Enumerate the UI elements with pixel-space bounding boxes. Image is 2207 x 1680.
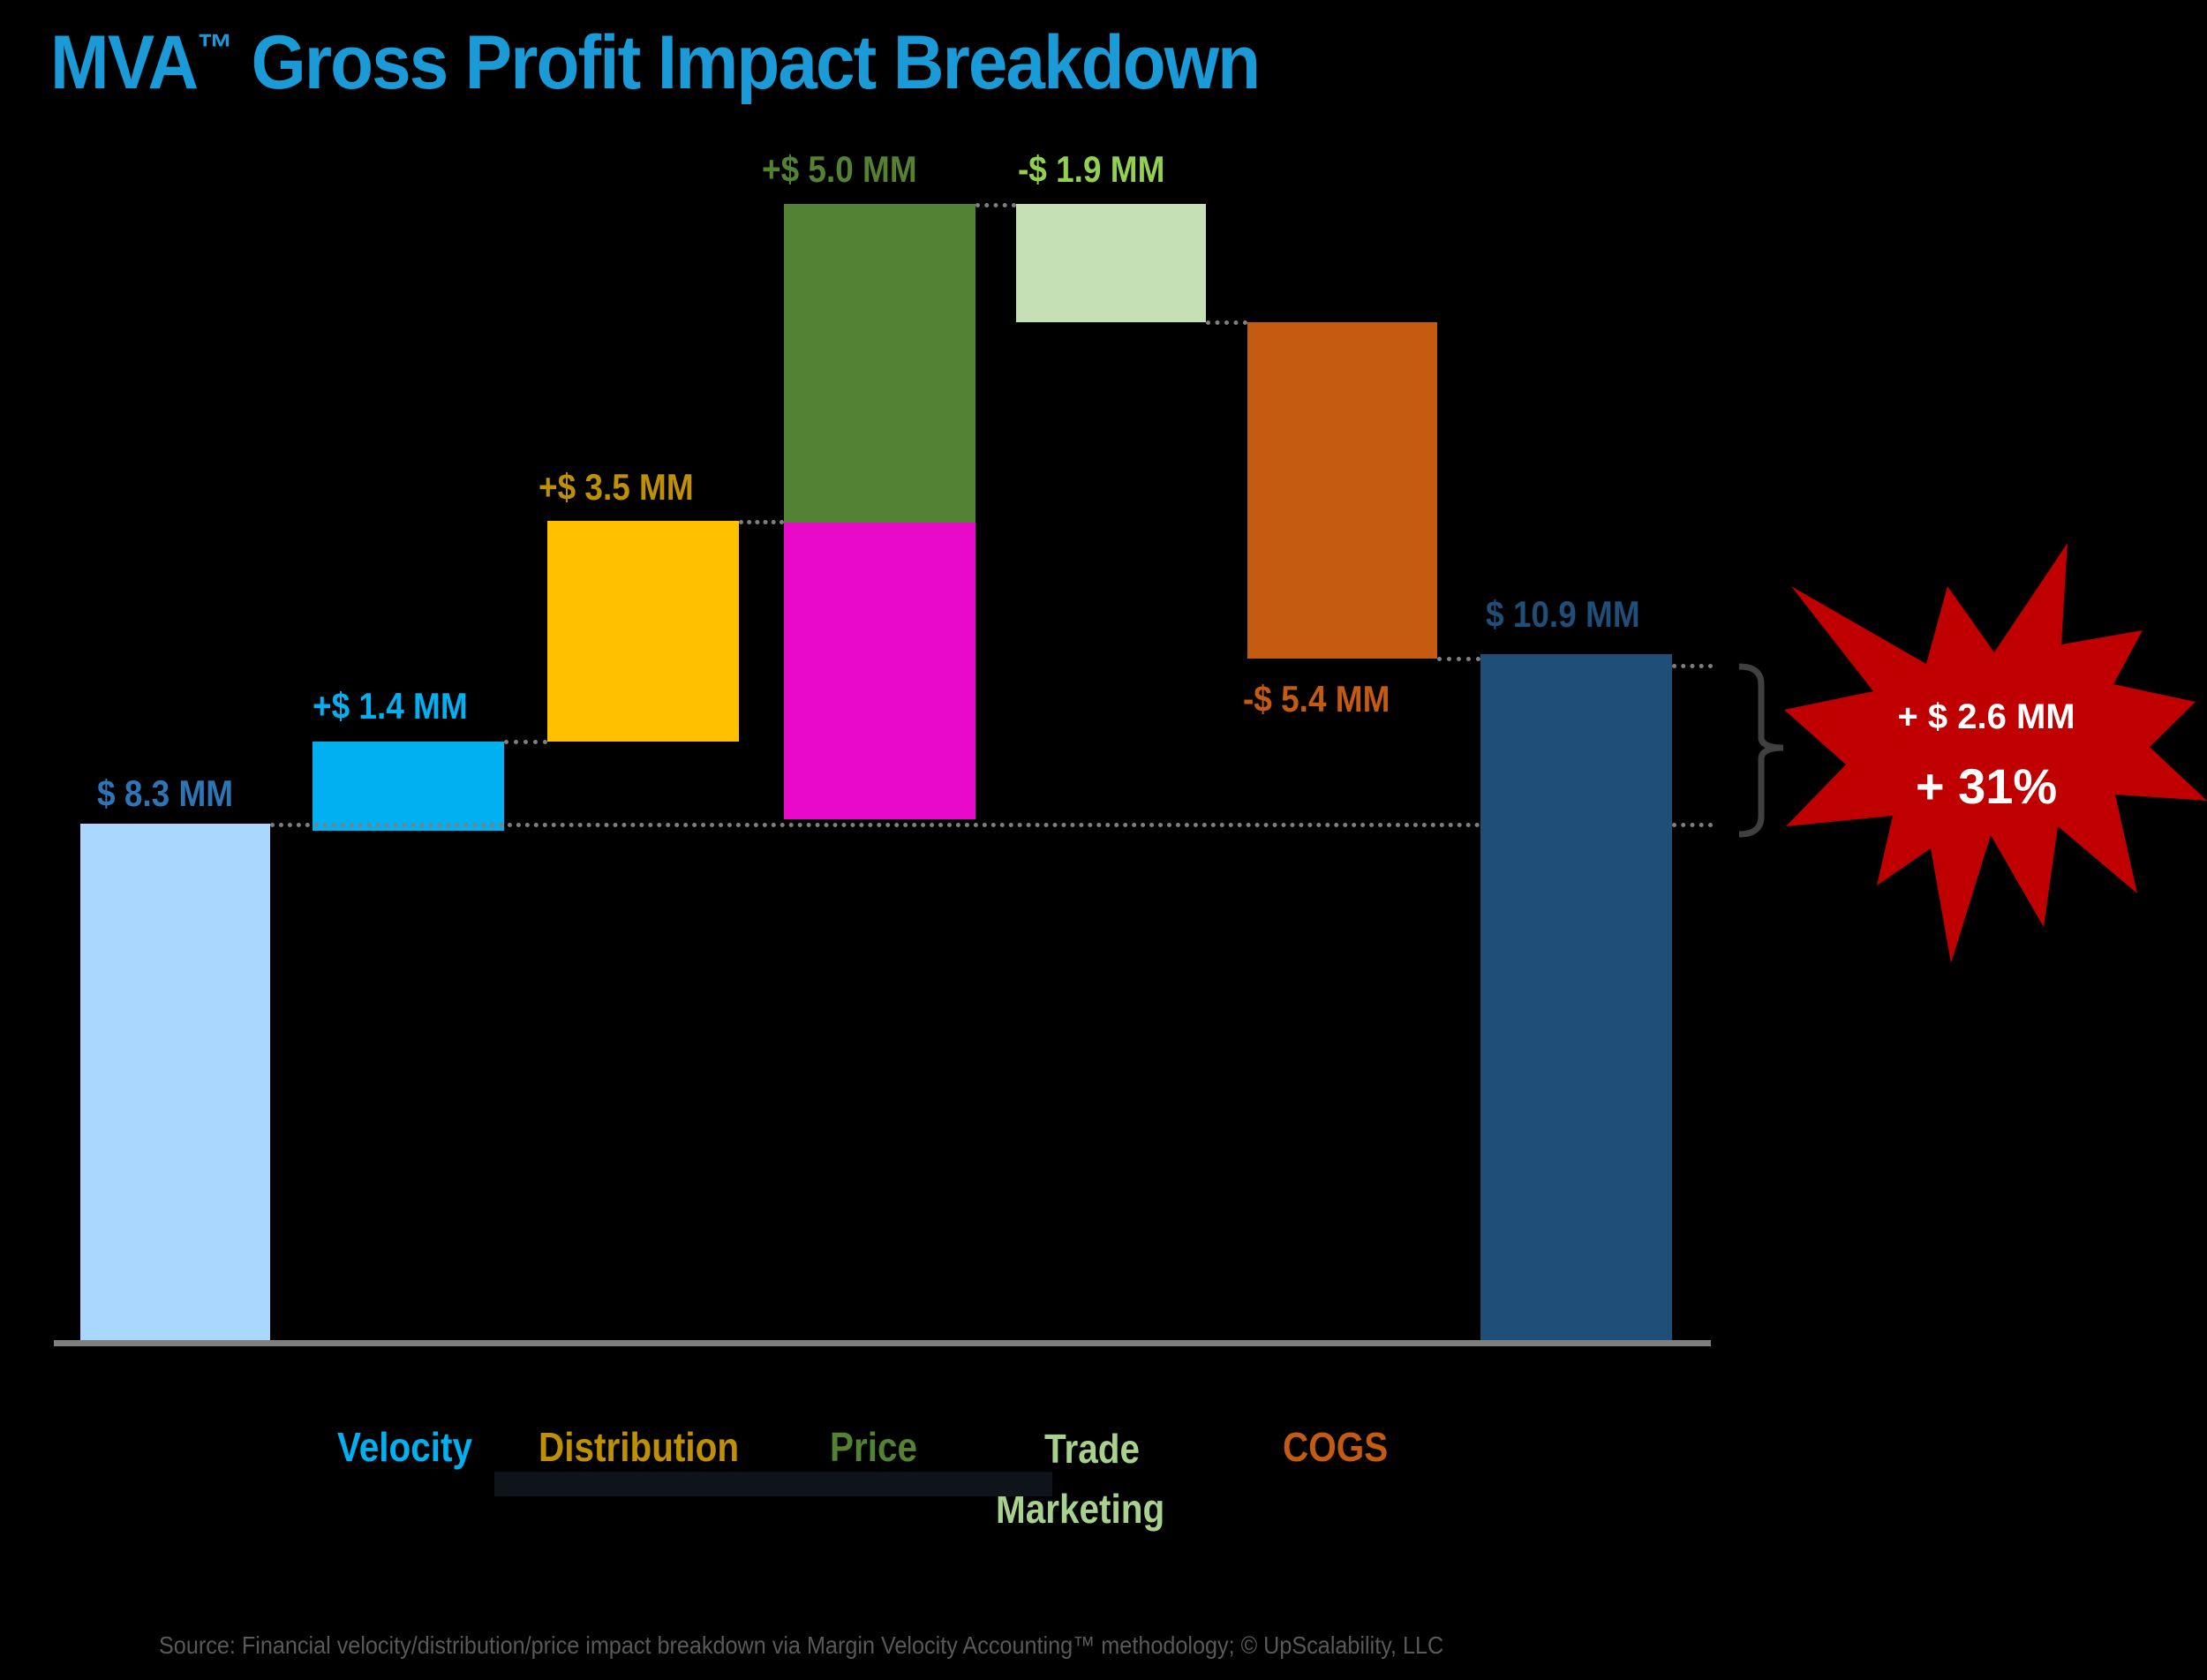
source-note: Source: Financial velocity/distribution/… [159, 1631, 1444, 1659]
category-trade-line1: Trade [1044, 1426, 1141, 1472]
chart-title: MVA™ Gross Profit Impact Breakdown [50, 19, 1261, 107]
label-cogs: -$ 5.4 MM [1243, 678, 1390, 719]
label-baseline: $ 8.3 MM [97, 772, 234, 814]
bar-baseline [80, 824, 270, 1340]
category-price: Price [830, 1424, 918, 1470]
label-distribution: +$ 3.5 MM [539, 466, 694, 508]
category-distribution: Distribution [539, 1424, 740, 1470]
connector-cogs [1437, 657, 1480, 661]
bracket-icon [1738, 663, 1784, 838]
callout-percent: + 31% [1915, 758, 2058, 814]
label-total: $ 10.9 MM [1486, 593, 1640, 635]
title-mva: MVA [50, 20, 199, 105]
connector-total-top [1672, 664, 1713, 668]
connector-total-bottom [1672, 823, 1713, 827]
category-cogs: COGS [1283, 1424, 1389, 1470]
bar-total [1480, 654, 1672, 1340]
connector-trade [1206, 320, 1247, 325]
bar-trade-marketing [1016, 204, 1206, 322]
connector-distribution [739, 520, 784, 524]
bar-velocity [313, 742, 504, 831]
label-price: +$ 5.0 MM [762, 148, 917, 190]
bar-price [784, 204, 975, 523]
bar-cogs [1247, 322, 1437, 659]
bar-distribution [547, 521, 739, 742]
label-velocity: +$ 1.4 MM [313, 685, 468, 727]
x-axis-line [54, 1340, 1711, 1346]
connector-velocity [504, 740, 547, 744]
connector-baseline [270, 823, 1480, 827]
connector-price [975, 203, 1016, 207]
callout-delta: + $ 2.6 MM [1897, 697, 2075, 736]
title-rest: Gross Profit Impact Breakdown [233, 20, 1261, 105]
category-velocity: Velocity [337, 1424, 473, 1470]
legend-shadow-band [494, 1472, 1052, 1496]
bar-price-lower [784, 523, 975, 819]
label-trade-marketing: -$ 1.9 MM [1018, 148, 1165, 190]
title-trademark: ™ [197, 26, 234, 70]
